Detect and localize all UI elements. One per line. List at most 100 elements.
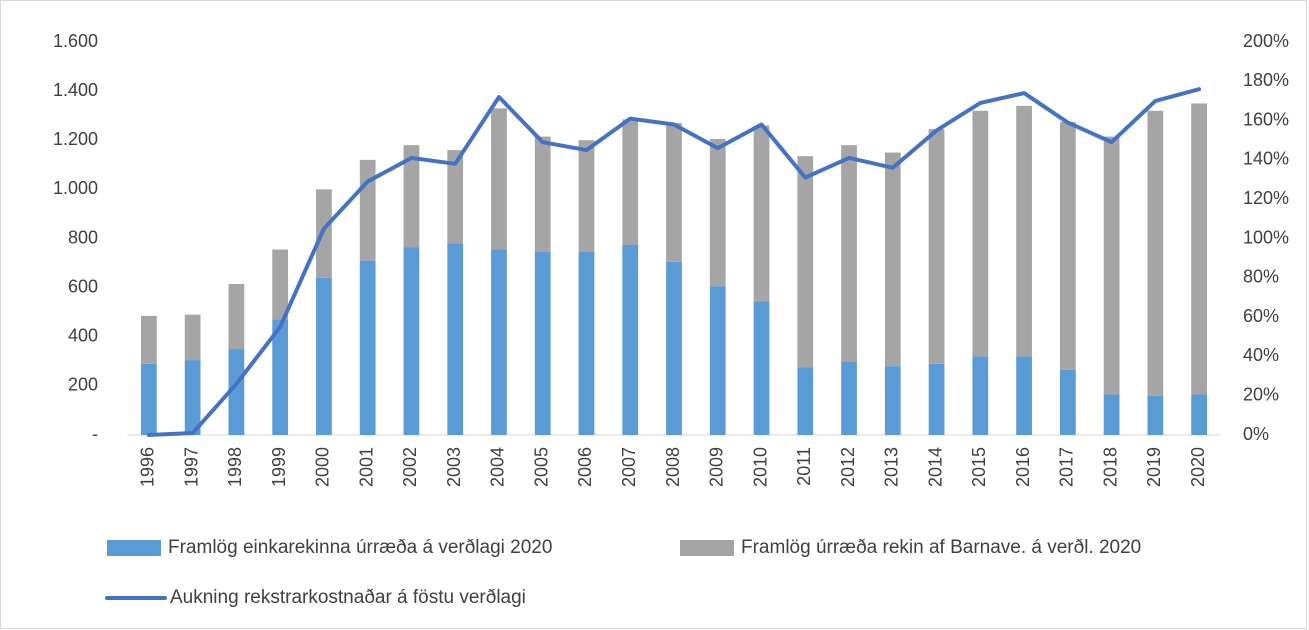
bar xyxy=(1059,369,1076,435)
legend-label: Framlög úrræða rekin af Barnave. á verðl… xyxy=(741,537,1141,558)
bar xyxy=(141,363,157,435)
x-tick-label: 2018 xyxy=(1100,447,1120,487)
x-tick-label: 2016 xyxy=(1013,447,1033,487)
y-tick-label: 1.600 xyxy=(53,31,98,51)
x-tick-label: 1996 xyxy=(138,447,158,487)
legend-label: Framlög einkarekinna úrræða á verðlagi 2… xyxy=(168,537,552,558)
x-tick-label: 1998 xyxy=(225,447,245,487)
bar xyxy=(1016,105,1032,357)
x-tick-label: 2010 xyxy=(750,447,770,487)
bar xyxy=(622,119,639,245)
bar xyxy=(141,315,157,364)
x-tick-label: 2004 xyxy=(488,447,508,487)
legend-label: Aukning rekstrarkostnaðar á föstu verðla… xyxy=(170,587,526,608)
bar xyxy=(928,363,945,435)
bar xyxy=(841,361,857,435)
bar xyxy=(1147,395,1164,435)
bar xyxy=(884,366,901,435)
bar xyxy=(228,349,245,435)
x-tick-label: 2011 xyxy=(794,447,814,486)
y2-tick-label: 160% xyxy=(1243,109,1289,129)
bar xyxy=(709,286,726,435)
x-tick-label: 2015 xyxy=(969,447,989,487)
x-tick-label: 2003 xyxy=(444,447,464,487)
bar xyxy=(841,145,857,362)
x-tick-label: 2012 xyxy=(838,447,858,487)
bar xyxy=(359,260,376,435)
bar xyxy=(928,129,945,364)
x-tick-label: 2001 xyxy=(356,447,376,487)
bar xyxy=(403,145,420,248)
y-tick-label: 200 xyxy=(68,375,98,395)
x-tick-label: 2006 xyxy=(575,447,595,487)
x-tick-label: 2014 xyxy=(925,447,945,487)
y-tick-label: 600 xyxy=(68,276,98,296)
bar xyxy=(184,360,201,435)
y2-tick-label: 80% xyxy=(1243,267,1279,287)
bar xyxy=(1103,136,1120,395)
line xyxy=(146,87,1202,437)
y-tick-label: 1.200 xyxy=(53,129,98,149)
x-tick-label: 1997 xyxy=(181,447,201,487)
y2-tick-label: 100% xyxy=(1243,227,1289,247)
y2-tick-label: 140% xyxy=(1243,149,1289,169)
bar xyxy=(666,123,682,262)
y2-tick-label: 40% xyxy=(1243,345,1279,365)
bar xyxy=(884,152,901,367)
x-tick-label: 2013 xyxy=(882,447,902,487)
bar xyxy=(797,367,814,435)
y-tick-label: 1.400 xyxy=(53,80,98,100)
bar xyxy=(797,156,814,368)
bar xyxy=(1191,394,1207,435)
y2-tick-label: 20% xyxy=(1243,384,1279,404)
bar xyxy=(447,150,464,244)
x-tick-label: 2019 xyxy=(1144,447,1164,487)
bar xyxy=(272,249,289,320)
y-tick-label: 400 xyxy=(68,326,98,346)
x-tick-label: 2020 xyxy=(1188,447,1208,487)
bar xyxy=(403,247,420,435)
bar xyxy=(1191,103,1207,395)
x-tick-label: 2008 xyxy=(663,447,683,487)
bar xyxy=(1147,110,1164,396)
bar xyxy=(1103,394,1120,435)
bar xyxy=(666,261,682,435)
bar xyxy=(1016,356,1032,435)
x-tick-label: 1999 xyxy=(269,447,289,487)
bar xyxy=(1059,121,1076,370)
y2-tick-label: 0% xyxy=(1243,424,1269,444)
legend-swatch xyxy=(107,540,161,556)
x-tick-label: 2009 xyxy=(707,447,727,487)
bar xyxy=(534,252,551,435)
x-tick-label: 2007 xyxy=(619,447,639,487)
bar xyxy=(359,159,376,261)
bar xyxy=(709,139,726,287)
y2-tick-label: 200% xyxy=(1243,31,1289,51)
x-tick-label: 2002 xyxy=(400,447,420,487)
bar xyxy=(753,301,770,435)
bar xyxy=(316,277,332,435)
bar xyxy=(447,243,464,435)
bar xyxy=(534,136,551,253)
bar xyxy=(491,249,507,435)
x-tick-label: 2005 xyxy=(531,447,551,487)
bar xyxy=(972,356,989,435)
bar xyxy=(184,314,201,361)
y2-tick-label: 60% xyxy=(1243,306,1279,326)
x-tick-label: 2017 xyxy=(1057,447,1077,487)
bar xyxy=(228,283,245,350)
legend-swatch xyxy=(680,540,734,556)
bar xyxy=(491,108,507,250)
bar xyxy=(272,319,289,435)
bar xyxy=(622,244,639,435)
bar xyxy=(578,252,595,435)
y-tick-label: - xyxy=(92,424,98,444)
y-tick-label: 800 xyxy=(68,227,98,247)
bar xyxy=(753,125,770,302)
y2-tick-label: 120% xyxy=(1243,188,1289,208)
y-tick-label: 1.000 xyxy=(53,178,98,198)
x-tick-label: 2000 xyxy=(313,447,333,487)
bar xyxy=(972,110,989,357)
